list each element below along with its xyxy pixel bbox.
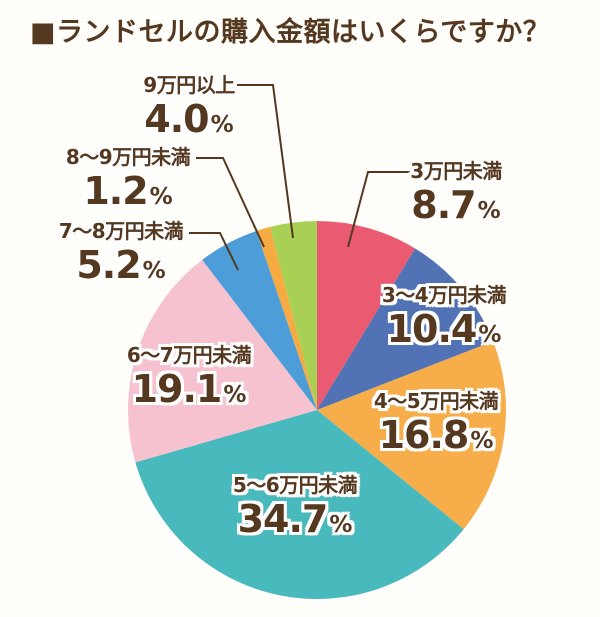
pie-slice-2 (317, 341, 507, 530)
pie-slice-7 (270, 221, 317, 410)
leader-line-slice-7-8man (189, 232, 239, 271)
pie-slice-0 (317, 221, 416, 410)
pie-slices (128, 221, 507, 599)
leader-line-slice-over-9man (237, 84, 294, 239)
pie-slice-5 (202, 230, 317, 410)
pie-slice-1 (317, 248, 494, 410)
leader-line-slice-under-3man (347, 171, 410, 248)
page-title: ■ランドセルの購入金額はいくらですか？ (30, 17, 551, 48)
pie-slice-3 (135, 410, 464, 599)
pie-slice-4 (128, 259, 317, 463)
pie-slice-6 (256, 226, 317, 410)
leader-lines (189, 84, 410, 271)
leader-line-slice-8-9man (196, 157, 265, 248)
